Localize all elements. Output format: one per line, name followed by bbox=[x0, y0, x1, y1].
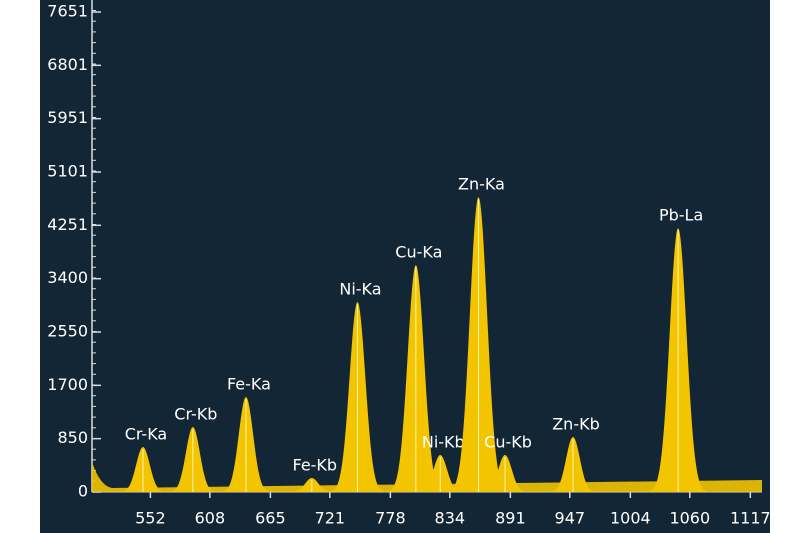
peak-label: Ni-Ka bbox=[339, 279, 381, 298]
x-tick-label: 665 bbox=[255, 509, 286, 528]
y-tick-label: 6801 bbox=[47, 55, 88, 74]
x-tick-label: 721 bbox=[315, 509, 346, 528]
y-tick-label: 1700 bbox=[47, 375, 88, 394]
x-tick-label: 552 bbox=[135, 509, 166, 528]
peak-label: Pb-La bbox=[659, 206, 703, 225]
peak-label: Zn-Ka bbox=[458, 175, 505, 194]
x-tick-label: 608 bbox=[195, 509, 226, 528]
x-tick-label: 947 bbox=[555, 509, 586, 528]
x-tick-label: 834 bbox=[435, 509, 466, 528]
y-tick-label: 4251 bbox=[47, 215, 88, 234]
peak-label: Cr-Kb bbox=[174, 405, 217, 424]
peak-label: Cu-Ka bbox=[395, 243, 442, 262]
y-tick-label: 0 bbox=[78, 482, 88, 501]
y-tick-label: 850 bbox=[57, 428, 88, 447]
y-tick-label: 7651 bbox=[47, 2, 88, 21]
y-tick-label: 5101 bbox=[47, 161, 88, 180]
peak-label: Ni-Kb bbox=[422, 432, 465, 451]
y-tick-label: 2550 bbox=[47, 322, 88, 341]
x-tick-label: 1060 bbox=[669, 509, 710, 528]
continuum bbox=[92, 462, 762, 492]
peak-label: Fe-Ka bbox=[227, 375, 271, 394]
x-tick-label: 778 bbox=[375, 509, 406, 528]
peak-label: Cr-Ka bbox=[125, 425, 168, 444]
x-tick-label: 1004 bbox=[610, 509, 651, 528]
y-tick-label: 3400 bbox=[47, 268, 88, 287]
peak-label: Zn-Kb bbox=[552, 414, 600, 433]
x-tick-label: 891 bbox=[495, 509, 526, 528]
peak-label: Fe-Kb bbox=[292, 456, 337, 475]
x-tick-label: 1117 bbox=[730, 509, 771, 528]
peak-label: Cu-Kb bbox=[484, 432, 532, 451]
y-tick-label: 5951 bbox=[47, 108, 88, 127]
